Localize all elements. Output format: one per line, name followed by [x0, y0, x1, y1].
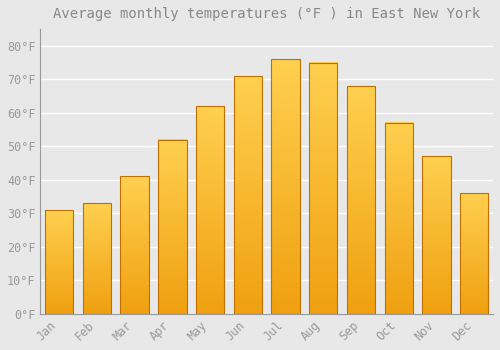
- Bar: [158, 140, 186, 314]
- Bar: [460, 193, 488, 314]
- Bar: [347, 86, 375, 314]
- Bar: [422, 156, 450, 314]
- Bar: [196, 106, 224, 314]
- Bar: [120, 176, 149, 314]
- Bar: [272, 59, 299, 314]
- Bar: [309, 63, 338, 314]
- Bar: [384, 123, 413, 314]
- Bar: [45, 210, 74, 314]
- Title: Average monthly temperatures (°F ) in East New York: Average monthly temperatures (°F ) in Ea…: [53, 7, 480, 21]
- Bar: [234, 76, 262, 314]
- Bar: [83, 203, 111, 314]
